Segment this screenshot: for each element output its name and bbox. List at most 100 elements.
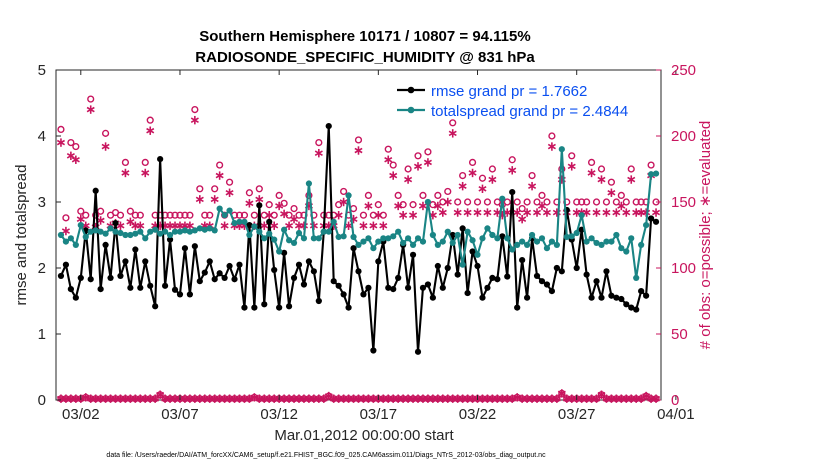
obs-possible-point (523, 198, 531, 206)
obs-evaluated-point (245, 199, 254, 208)
obs-possible-point (528, 172, 536, 180)
rmse-grand-pr-1-7662-point (553, 264, 560, 272)
rmse-grand-pr-1-7662-point (449, 231, 456, 239)
totalspread-grand-pr-2-4844-point (583, 238, 590, 245)
obs-possible-point (434, 191, 442, 200)
totalspread-grand-pr-2-4844-point (613, 231, 620, 239)
x-tick-label: 04/01 (657, 406, 695, 423)
obs-possible-point (82, 211, 90, 219)
obs-evaluated-bottom-row-point (513, 393, 522, 402)
obs-possible-point (72, 142, 80, 151)
rmse-grand-pr-1-7662-point (340, 291, 347, 298)
rmse-grand-pr-1-7662-point (181, 245, 189, 252)
totalspread-grand-pr-2-4844-point (608, 238, 615, 245)
footer-data-file: data file: /Users/raeder/DAI/ATM_forcXX/… (106, 452, 546, 459)
totalspread-grand-pr-2-4844-point (573, 229, 580, 237)
totalspread-grand-pr-2-4844-point (256, 228, 263, 235)
totalspread-grand-pr-2-4844-point (127, 231, 134, 239)
axes-layer: 03/02 03/07 03/12 03/17 03/22 03/27 04/0101234… (38, 62, 696, 423)
legend-rmse-label: rmse grand pr = 1.7662 (431, 83, 587, 100)
rmse-grand-pr-1-7662-point (419, 284, 427, 291)
y-tick-label: 3 (38, 194, 46, 211)
rmse-grand-pr-1-7662-point (72, 294, 79, 301)
obs-evaluated-point (592, 208, 601, 217)
rmse-grand-pr-1-7662-point (647, 215, 655, 222)
obs-possible-point (116, 211, 125, 219)
obs-possible-point (211, 185, 219, 193)
rmse-grand-pr-1-7662-point (638, 288, 645, 295)
obs-possible-point (419, 191, 427, 200)
rmse-grand-pr-1-7662-point (355, 268, 362, 275)
totalspread-grand-pr-2-4844-point (489, 231, 496, 239)
totalspread-grand-pr-2-4844-point (375, 238, 382, 245)
obs-possible-point (225, 178, 234, 186)
rmse-grand-pr-1-7662-point (330, 278, 337, 285)
totalspread-grand-pr-2-4844-point (568, 233, 575, 240)
obs-evaluated-point (56, 138, 65, 147)
totalspread-grand-pr-2-4844-point (553, 241, 560, 248)
rmse-grand-pr-1-7662-point (132, 246, 139, 253)
totalspread-grand-pr-2-4844-point (266, 230, 273, 237)
obs-possible-point (597, 165, 606, 173)
obs-evaluated-point (185, 221, 194, 230)
chart-title: Southern Hemisphere 10171 / 10807 = 94.1… (199, 28, 530, 45)
obs-possible-point (454, 198, 462, 206)
obs-evaluated-bottom-row-point (597, 390, 606, 399)
obs-possible-point (394, 191, 402, 200)
totalspread-grand-pr-2-4844-point (385, 235, 392, 242)
rmse-grand-pr-1-7662-point (573, 264, 580, 272)
obs-possible-point (146, 116, 154, 124)
rmse-grand-pr-1-7662-point (424, 281, 432, 288)
totalspread-grand-pr-2-4844-point (142, 235, 149, 242)
totalspread-grand-pr-2-4844-point (588, 235, 595, 242)
obs-evaluated-point (413, 162, 423, 171)
totalspread-grand-pr-2-4844-point (87, 228, 94, 235)
legend: rmse grand pr = 1.7662 totalspread grand… (397, 83, 628, 120)
totalspread-grand-pr-2-4844-point (504, 235, 511, 242)
totalspread-grand-pr-2-4844-point (82, 233, 89, 241)
rmse-grand-pr-1-7662-point (618, 295, 625, 303)
obs-possible-point (250, 211, 258, 219)
rmse-grand-pr-1-7662-point (295, 261, 303, 268)
rmse-grand-pr-1-7662-point (62, 261, 70, 268)
obs-evaluated-bottom-row-point (245, 394, 254, 403)
rmse-grand-pr-1-7662-point (142, 258, 149, 265)
obs-possible-point (359, 211, 368, 219)
totalspread-grand-pr-2-4844-point (419, 238, 427, 245)
totalspread-grand-pr-2-4844-point (643, 222, 650, 229)
rmse-grand-pr-1-7662-point (335, 282, 342, 289)
y-tick-label: 0 (38, 392, 46, 409)
totalspread-grand-pr-2-4844-point (548, 238, 556, 245)
totalspread-grand-pr-2-4844-point (533, 238, 541, 245)
obs-possible-point (488, 165, 496, 173)
obs-evaluated-point (567, 162, 576, 171)
rmse-grand-pr-1-7662-point (499, 233, 506, 240)
totalspread-grand-pr-2-4844-point (429, 231, 436, 239)
obs-evaluated-point (66, 151, 75, 160)
rmse-grand-pr-1-7662-point (558, 268, 565, 275)
rmse-grand-pr-1-7662-point (603, 268, 610, 275)
totalspread-grand-pr-2-4844-point (563, 233, 570, 241)
rmse-grand-pr-1-7662-point (251, 304, 258, 311)
totalspread-grand-pr-2-4844-point (67, 235, 74, 242)
rmse-grand-pr-1-7662-point (127, 284, 134, 291)
rmse-grand-pr-1-7662-point (256, 202, 263, 209)
totalspread-grand-pr-2-4844-point (593, 239, 600, 247)
obs-possible-point (439, 198, 447, 206)
obs-possible-point (280, 199, 288, 207)
obs-evaluated-point (61, 226, 70, 236)
rmse-grand-pr-1-7662-point (395, 274, 402, 281)
totalspread-grand-pr-2-4844-point (117, 229, 124, 237)
totalspread-grand-pr-2-4844-point (409, 241, 417, 248)
totalspread-grand-pr-2-4844-point (122, 231, 129, 239)
obs-possible-point (518, 205, 526, 213)
obs-evaluated-bottom-row-point (151, 394, 160, 403)
obs-evaluated-point (468, 168, 477, 178)
rmse-grand-pr-1-7662-point (504, 273, 511, 280)
obs-possible-point (67, 139, 75, 147)
obs-possible-point (617, 191, 625, 200)
totalspread-grand-pr-2-4844-point (439, 238, 446, 245)
totalspread-grand-pr-2-4844-point (310, 235, 317, 242)
obs-evaluated-point (76, 214, 85, 224)
obs-evaluated-point (409, 211, 418, 220)
